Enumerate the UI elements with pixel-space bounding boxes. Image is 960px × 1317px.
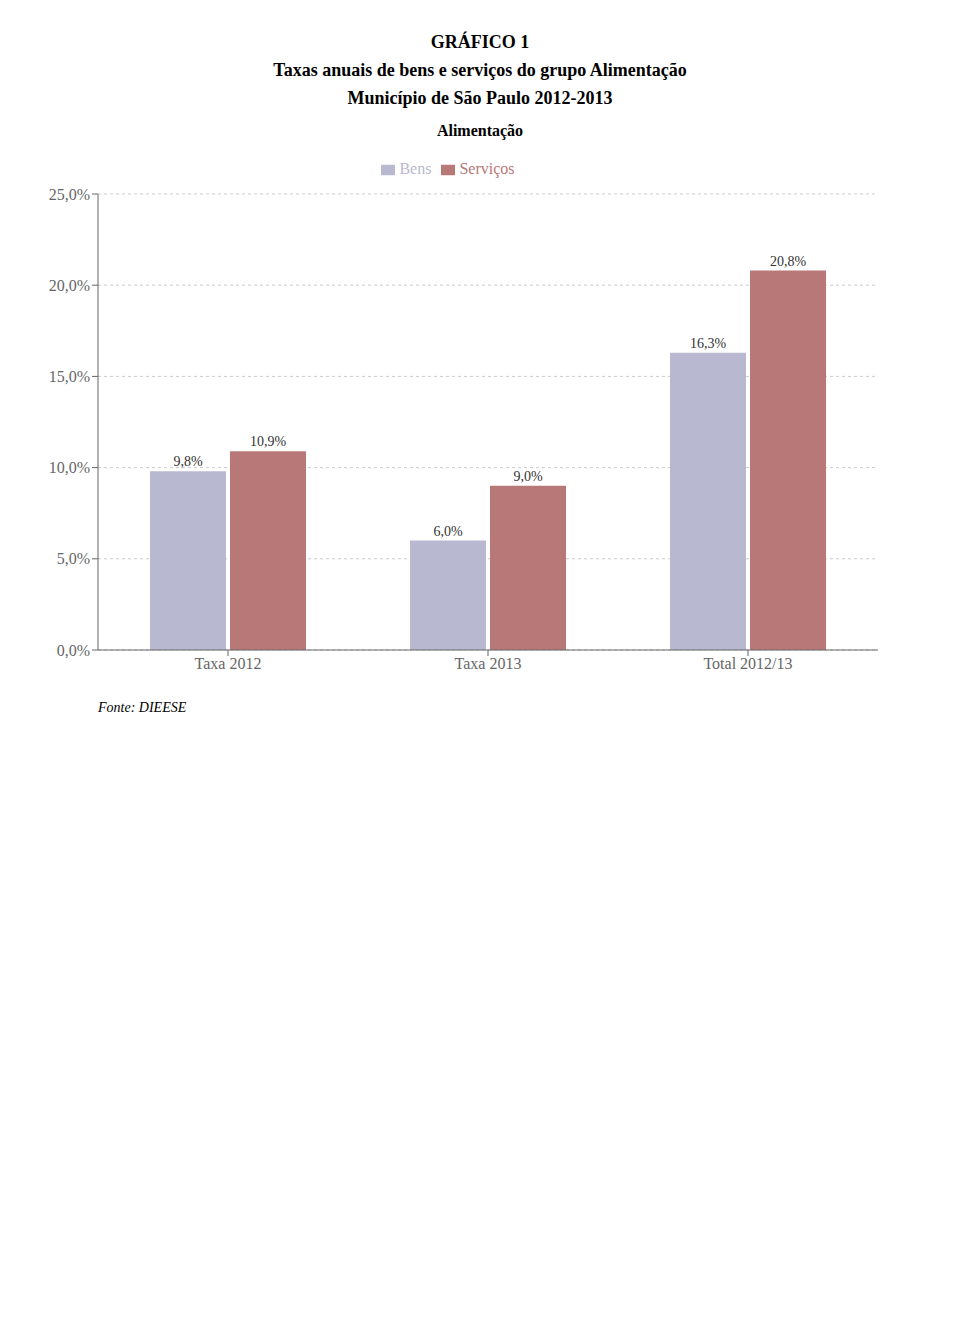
svg-text:9,0%: 9,0% bbox=[513, 469, 543, 484]
svg-text:0,0%: 0,0% bbox=[57, 642, 90, 659]
html-text:Serviços: Serviços bbox=[459, 160, 515, 177]
svg-text:9,8%: 9,8% bbox=[173, 454, 203, 469]
svg-text:5,0%: 5,0% bbox=[57, 550, 90, 567]
svg-text:10,9%: 10,9% bbox=[250, 434, 287, 449]
svg-text:16,3%: 16,3% bbox=[690, 336, 727, 351]
html-text:Taxas anuais de bens e serviço: Taxas anuais de bens e serviços do grupo… bbox=[273, 60, 687, 80]
svg-text:15,0%: 15,0% bbox=[49, 368, 90, 385]
svg-text:10,0%: 10,0% bbox=[49, 459, 90, 476]
html-text:Alimentação: Alimentação bbox=[436, 122, 524, 139]
svg-text:25,0%: 25,0% bbox=[49, 186, 90, 203]
html-text:Município de São Paulo 2012-20: Município de São Paulo 2012-2013 bbox=[347, 88, 613, 108]
svg-text:Taxa 2012: Taxa 2012 bbox=[195, 655, 262, 672]
svg-text:20,8%: 20,8% bbox=[770, 254, 807, 269]
html-text:Fonte: DIEESE: Fonte: DIEESE bbox=[98, 700, 187, 715]
svg-text:Taxa 2013: Taxa 2013 bbox=[455, 655, 522, 672]
html-text:Bens: Bens bbox=[399, 160, 432, 177]
svg-text:20,0%: 20,0% bbox=[49, 277, 90, 294]
svg-text:6,0%: 6,0% bbox=[433, 524, 463, 539]
html-text:GRÁFICO 1: GRÁFICO 1 bbox=[430, 32, 530, 52]
svg-text:Total 2012/13: Total 2012/13 bbox=[703, 655, 792, 672]
